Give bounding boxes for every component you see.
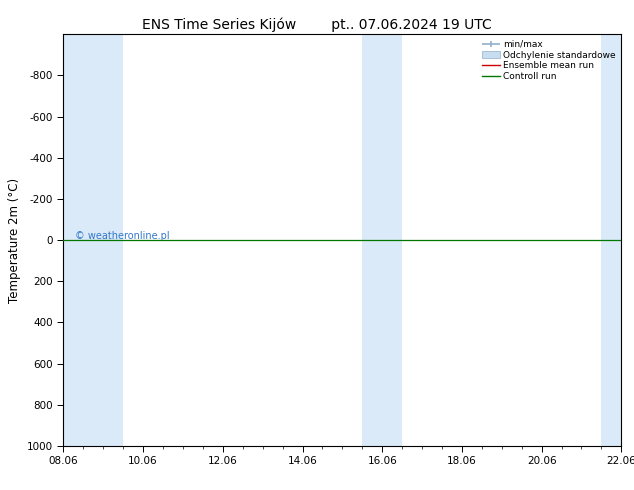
Y-axis label: Temperature 2m (°C): Temperature 2m (°C): [8, 177, 22, 303]
Text: ENS Time Series Kijów        pt.. 07.06.2024 19 UTC: ENS Time Series Kijów pt.. 07.06.2024 19…: [142, 17, 492, 32]
Bar: [362, 34, 402, 446]
Text: © weatheronline.pl: © weatheronline.pl: [75, 231, 169, 241]
Bar: [63, 34, 123, 446]
Legend: min/max, Odchylenie standardowe, Ensemble mean run, Controll run: min/max, Odchylenie standardowe, Ensembl…: [478, 36, 619, 85]
Bar: [602, 34, 621, 446]
